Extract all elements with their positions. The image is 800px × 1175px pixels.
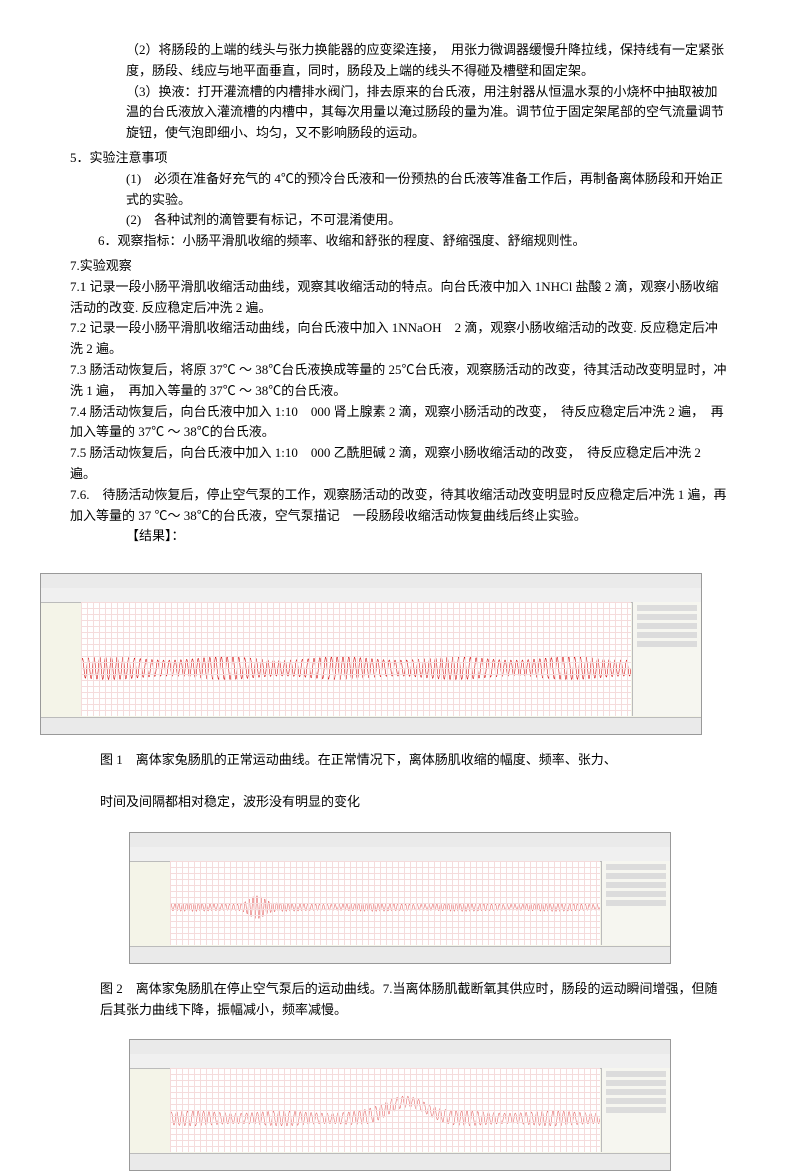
step-2: （2）将肠段的上端的线头与张力换能器的应变梁连接， 用张力微调器缓慢升降拉线，保…	[70, 40, 730, 82]
chart-right-panel	[601, 1068, 670, 1152]
figure-1-caption-b: 时间及间隔都相对稳定，波形没有明显的变化	[0, 790, 800, 819]
chart-grid	[170, 861, 600, 945]
chart-menubar	[130, 833, 670, 848]
section-7-4: 7.4 肠活动恢复后，向台氏液中加入 1:10 000 肾上腺素 2 滴，观察小…	[70, 402, 730, 444]
chart-statusbar	[130, 1153, 670, 1170]
section-5-title: 5．实验注意事项	[70, 148, 730, 169]
section-5-item-1: (1) 必须在准备好充气的 4℃的预冷台氏液和一份预热的台氏液等准备工作后，再制…	[70, 169, 730, 211]
figure-2-chart	[129, 832, 671, 964]
chart-statusbar	[130, 946, 670, 963]
chart-toolbar	[41, 588, 701, 603]
chart-menubar	[130, 1040, 670, 1055]
document-body: （2）将肠段的上端的线头与张力换能器的应变梁连接， 用张力微调器缓慢升降拉线，保…	[0, 0, 800, 567]
figure-1-chart	[40, 573, 702, 735]
chart-plot-area	[170, 861, 600, 945]
figure-3-chart	[129, 1039, 671, 1171]
section-7-2: 7.2 记录一段小肠平滑肌收缩活动曲线，向台氏液中加入 1NNaOH 2 滴，观…	[70, 318, 730, 360]
chart-grid	[81, 602, 631, 716]
step-3: （3）换液：打开灌流槽的内槽排水阀门，排去原来的台氏液，用注射器从恒温水泵的小烧…	[70, 82, 730, 144]
section-7-title: 7.实验观察	[70, 256, 730, 277]
figure-1-caption-a: 图 1 离体家兔肠肌的正常运动曲线。在正常情况下，离体肠肌收缩的幅度、频率、张力…	[0, 748, 800, 777]
chart-right-panel	[601, 861, 670, 945]
section-6: 6．观察指标：小肠平滑肌收缩的频率、收缩和舒张的程度、舒缩强度、舒缩规则性。	[70, 231, 730, 252]
chart-grid	[170, 1068, 600, 1152]
chart-plot-area	[81, 602, 631, 716]
section-7-5: 7.5 肠活动恢复后，向台氏液中加入 1:10 000 乙酰胆碱 2 滴，观察小…	[70, 443, 730, 485]
chart-right-panel	[632, 602, 701, 716]
chart-toolbar	[130, 847, 670, 862]
chart-menubar	[41, 574, 701, 589]
results-label: 【结果】：	[70, 526, 730, 547]
section-7-3: 7.3 肠活动恢复后，将原 37℃ ～ 38℃台氏液换成等量的 25℃台氏液，观…	[70, 360, 730, 402]
chart-plot-area	[170, 1068, 600, 1152]
figure-2-caption: 图 2 离体家兔肠肌在停止空气泵后的运动曲线。7.当离体肠肌截断氧其供应时，肠段…	[0, 977, 800, 1027]
section-7-1: 7.1 记录一段小肠平滑肌收缩活动曲线，观察其收缩活动的特点。向台氏液中加入 1…	[70, 277, 730, 319]
section-5-item-2: (2) 各种试剂的滴管要有标记，不可混淆使用。	[70, 210, 730, 231]
section-7-6: 7.6. 待肠活动恢复后，停止空气泵的工作，观察肠活动的改变，待其收缩活动改变明…	[70, 485, 730, 527]
chart-toolbar	[130, 1054, 670, 1069]
chart-statusbar	[41, 717, 701, 734]
